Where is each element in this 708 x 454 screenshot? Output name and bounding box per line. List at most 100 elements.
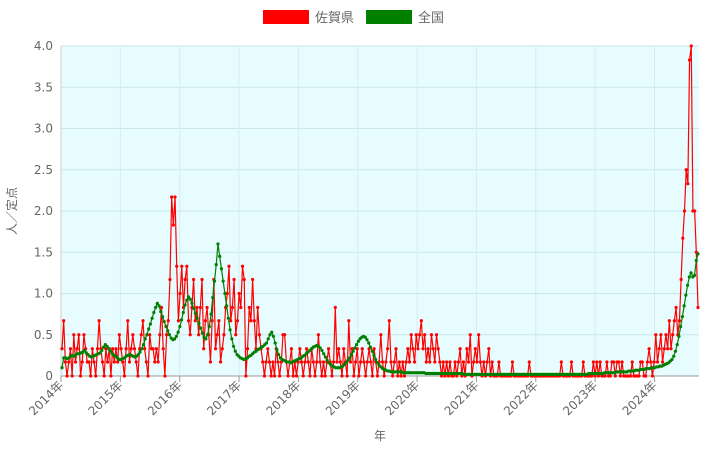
data-point[interactable] [433,360,437,364]
data-point[interactable] [228,328,232,332]
data-point[interactable] [108,349,113,353]
data-point[interactable] [273,341,277,345]
data-point[interactable] [289,347,294,351]
data-point[interactable] [234,333,238,337]
data-point[interactable] [559,360,563,364]
data-point[interactable] [608,374,612,378]
data-point[interactable] [468,333,472,337]
data-point[interactable] [397,360,401,364]
data-point[interactable] [674,305,678,310]
data-point[interactable] [482,360,486,364]
data-point[interactable] [362,360,366,364]
data-point[interactable] [402,374,407,378]
data-point[interactable] [278,374,282,378]
data-point[interactable] [617,360,621,364]
data-point[interactable] [673,349,678,353]
data-point[interactable] [272,374,277,378]
data-point[interactable] [323,355,328,359]
data-point[interactable] [119,347,123,351]
data-point[interactable] [136,374,140,378]
data-point[interactable] [323,374,327,378]
data-point[interactable] [218,254,222,258]
data-point[interactable] [139,333,143,337]
data-point[interactable] [681,236,685,240]
data-point[interactable] [591,360,596,364]
data-point[interactable] [230,337,234,341]
data-point[interactable] [186,319,191,323]
data-point[interactable] [193,319,197,323]
data-point[interactable] [485,360,489,364]
data-point[interactable] [670,357,674,362]
data-point[interactable] [275,348,279,352]
data-point[interactable] [605,360,609,364]
data-point[interactable] [183,303,187,307]
data-point[interactable] [375,361,379,365]
data-point[interactable] [305,347,309,351]
data-point[interactable] [159,305,164,310]
data-point[interactable] [251,277,255,282]
data-point[interactable] [160,315,165,319]
data-point[interactable] [418,333,422,337]
data-point[interactable] [352,374,356,378]
data-point[interactable] [466,360,471,364]
data-point[interactable] [188,333,192,337]
data-point[interactable] [218,360,223,364]
data-point[interactable] [153,360,157,364]
data-point[interactable] [320,374,324,378]
data-point[interactable] [67,360,71,364]
data-point[interactable] [126,319,130,323]
data-point[interactable] [202,347,206,351]
data-point[interactable] [686,283,690,287]
data-point[interactable] [283,333,287,337]
data-point[interactable] [141,343,146,347]
data-point[interactable] [82,348,87,353]
data-point[interactable] [257,333,261,337]
data-point[interactable] [211,296,215,300]
data-point[interactable] [117,333,121,337]
data-point[interactable] [308,374,312,378]
data-point[interactable] [186,295,191,299]
data-point[interactable] [461,360,466,364]
data-point[interactable] [203,319,207,323]
data-point[interactable] [170,195,174,199]
data-point[interactable] [436,347,440,351]
data-point[interactable] [385,347,390,351]
data-point[interactable] [316,333,321,337]
data-point[interactable] [487,347,491,351]
data-point[interactable] [63,360,67,364]
data-point[interactable] [146,374,150,378]
data-point[interactable] [244,374,248,378]
data-point[interactable] [370,349,374,353]
data-point[interactable] [271,334,276,338]
data-point[interactable] [364,374,368,378]
data-point[interactable] [168,277,172,282]
data-point[interactable] [166,329,170,333]
data-point[interactable] [662,347,666,351]
data-point[interactable] [659,333,663,337]
data-point[interactable] [650,374,655,378]
data-point[interactable] [270,330,274,334]
data-point[interactable] [465,347,469,351]
data-point[interactable] [235,319,240,323]
data-point[interactable] [127,360,132,364]
data-point[interactable] [613,374,617,378]
data-point[interactable] [153,305,158,310]
data-point[interactable] [620,360,624,364]
data-point[interactable] [229,319,233,323]
data-point[interactable] [95,347,100,351]
data-point[interactable] [233,349,237,353]
data-point[interactable] [231,344,236,348]
data-point[interactable] [347,319,351,323]
data-point[interactable] [162,319,166,324]
data-point[interactable] [200,331,204,335]
data-point[interactable] [223,291,227,296]
data-point[interactable] [163,374,167,378]
data-point[interactable] [296,360,300,364]
data-point[interactable] [439,374,444,378]
data-point[interactable] [141,319,145,323]
data-point[interactable] [101,345,106,349]
data-point[interactable] [68,347,73,351]
data-point[interactable] [372,353,376,357]
data-point[interactable] [407,360,412,364]
data-point[interactable] [82,333,86,337]
